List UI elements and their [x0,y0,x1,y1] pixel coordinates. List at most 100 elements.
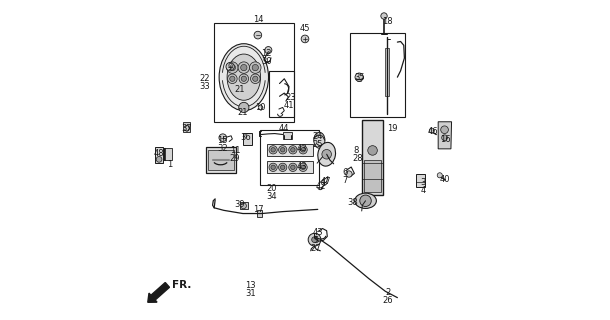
Text: 14: 14 [254,15,264,24]
Circle shape [281,165,285,170]
Bar [386,49,389,96]
Text: 8: 8 [353,146,359,155]
Ellipse shape [354,193,376,208]
Text: 18: 18 [382,17,393,26]
Text: 23: 23 [285,93,296,102]
Circle shape [227,62,238,73]
Text: 31: 31 [245,289,256,298]
Circle shape [156,156,162,162]
Ellipse shape [219,44,268,111]
Text: 16: 16 [440,135,451,144]
Text: 21: 21 [234,85,245,94]
Circle shape [290,148,295,152]
Text: 33: 33 [199,82,210,91]
Circle shape [219,134,227,141]
Text: 43: 43 [296,144,307,153]
Circle shape [241,76,246,81]
Text: FR.: FR. [172,280,191,290]
Bar [165,148,173,160]
Circle shape [269,163,278,172]
Circle shape [290,165,295,170]
Circle shape [322,149,331,159]
Text: 6: 6 [342,168,348,177]
Bar [257,210,262,217]
Bar [416,174,425,187]
Text: 42: 42 [316,182,326,191]
Bar [208,150,234,170]
Circle shape [238,62,249,73]
Text: 26: 26 [382,296,393,305]
Circle shape [240,203,246,209]
Circle shape [228,74,237,84]
Text: 12: 12 [262,49,272,58]
Text: 9: 9 [228,63,233,72]
Circle shape [271,148,275,152]
Circle shape [360,195,371,206]
Bar [240,202,248,209]
Text: 20: 20 [267,184,277,193]
Text: 44: 44 [279,124,290,132]
Bar [156,147,163,163]
Circle shape [346,171,352,177]
Text: 25: 25 [312,140,323,148]
Text: 22: 22 [199,74,210,83]
Circle shape [308,233,321,246]
Text: 28: 28 [352,154,363,163]
Circle shape [226,62,234,71]
Text: 19: 19 [387,124,398,132]
Circle shape [229,64,235,71]
Bar [267,161,313,173]
Text: 40: 40 [440,175,450,184]
Circle shape [299,163,307,172]
Text: 3: 3 [420,178,426,187]
Circle shape [312,237,317,243]
Bar [243,132,253,145]
Text: 29: 29 [229,154,240,163]
Text: 27: 27 [311,244,321,253]
Text: 48: 48 [154,149,164,158]
Circle shape [355,73,364,81]
Circle shape [239,74,249,84]
Bar [350,33,406,117]
Text: 13: 13 [245,281,256,290]
Text: 4: 4 [420,186,426,195]
Text: 2: 2 [385,288,390,297]
Bar [260,130,320,186]
Ellipse shape [318,142,336,166]
Bar [267,144,313,156]
Circle shape [251,74,260,84]
Polygon shape [438,122,451,149]
Text: 46: 46 [427,127,438,136]
Circle shape [252,64,259,71]
Bar [282,132,292,139]
Circle shape [289,163,297,172]
Ellipse shape [227,54,260,100]
Text: 10: 10 [255,103,265,112]
Text: 45: 45 [300,24,310,33]
Ellipse shape [314,132,325,148]
Text: 36: 36 [241,133,251,142]
Circle shape [279,146,287,154]
Text: 11: 11 [229,146,240,155]
Circle shape [249,62,261,73]
Circle shape [381,13,387,19]
Text: 7: 7 [342,176,348,185]
Circle shape [299,146,307,154]
Circle shape [241,64,247,71]
Circle shape [368,146,378,155]
Text: 5: 5 [314,236,319,245]
Text: 21: 21 [238,108,248,117]
Bar [214,23,294,122]
Text: 43: 43 [296,162,307,171]
Circle shape [437,173,442,178]
FancyArrow shape [148,283,170,302]
Text: 1: 1 [167,160,172,169]
Circle shape [271,165,275,170]
Text: 37: 37 [182,124,193,132]
Text: 43: 43 [312,228,323,237]
Text: 35: 35 [354,73,365,82]
Circle shape [269,146,278,154]
Circle shape [429,128,434,133]
Text: 47: 47 [320,177,331,186]
Circle shape [289,146,297,154]
